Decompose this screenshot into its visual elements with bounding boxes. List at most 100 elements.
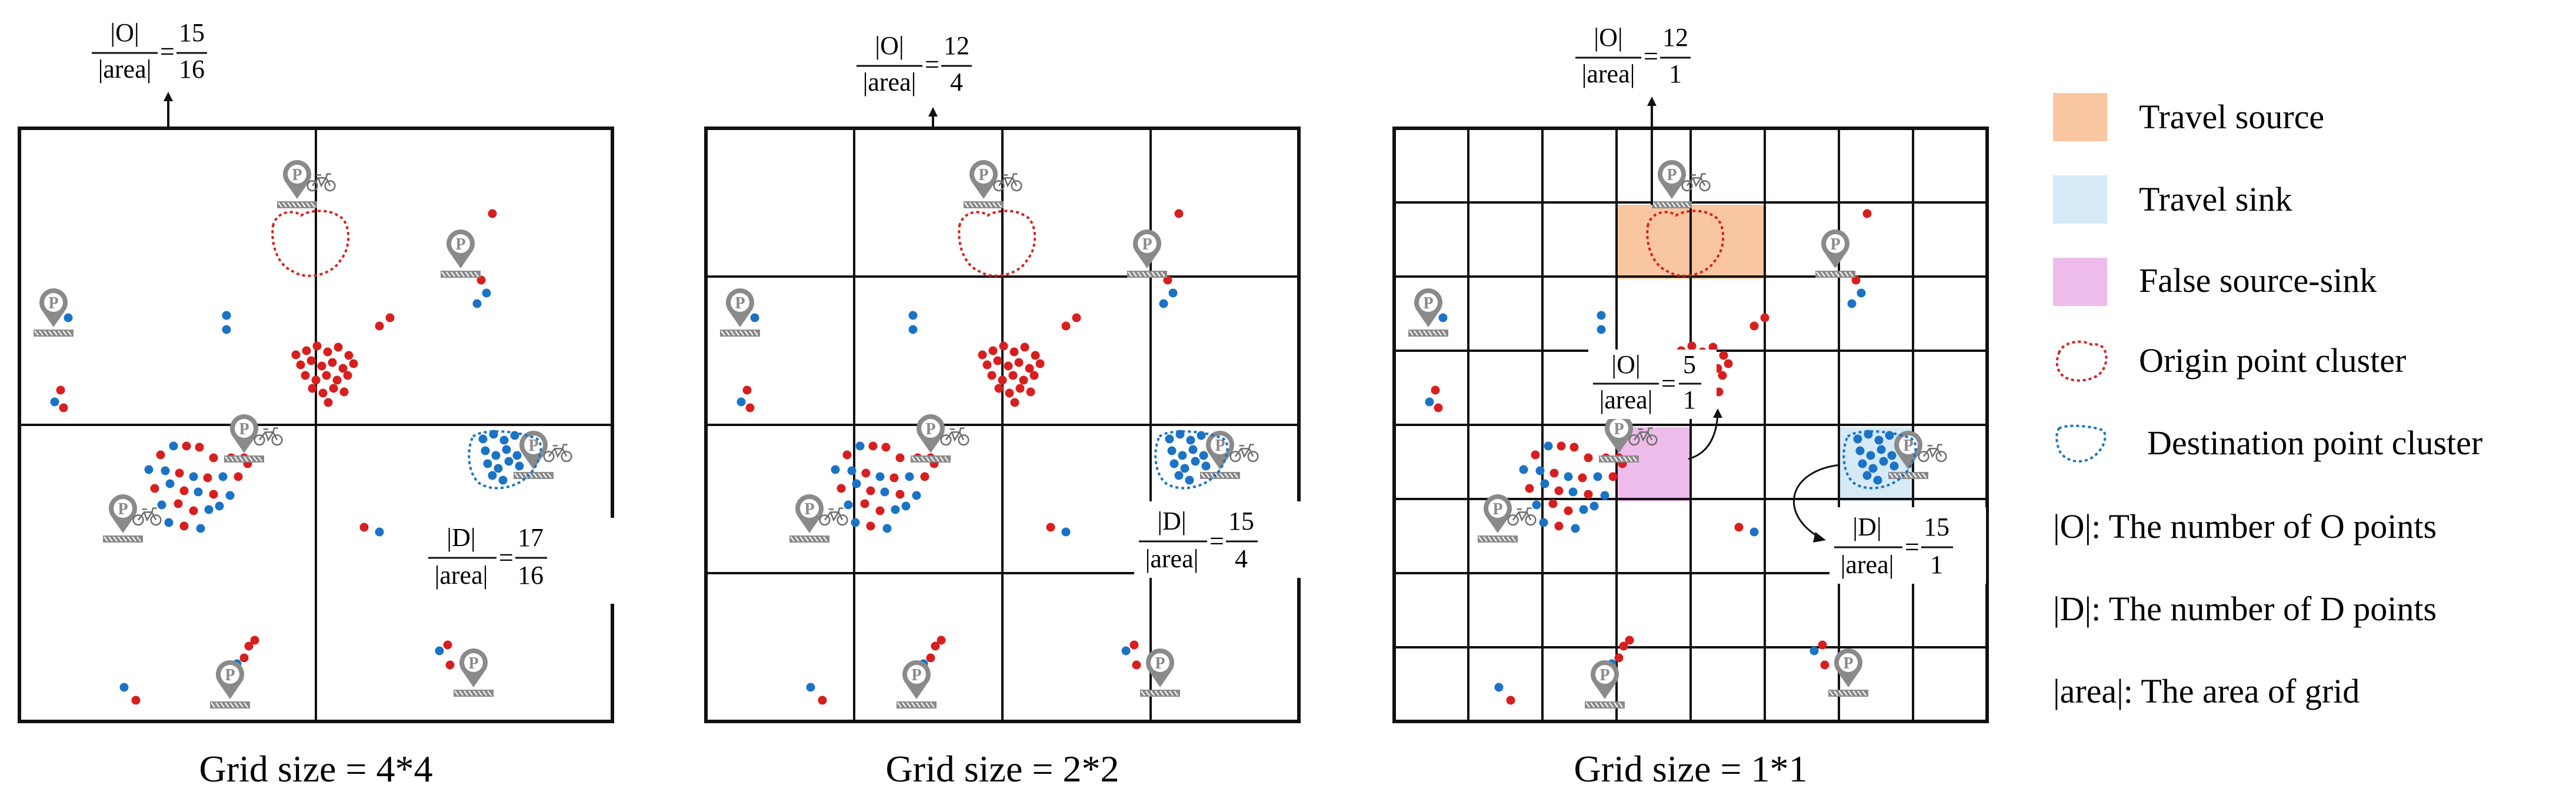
origin-point [322,371,331,380]
destination-point [1425,397,1434,407]
origin-point [56,385,65,395]
origin-point [1035,359,1045,368]
origin-point [1129,640,1139,650]
destination-cluster-icon [2055,424,2107,463]
origin-point [1734,523,1744,532]
destination-point [222,325,231,334]
svg-text:=: = [1644,42,1658,71]
svg-text:|area|: |area| [1145,544,1199,573]
destination-point [1169,459,1179,468]
parking-station-icon [102,494,144,543]
origin-point [1525,484,1534,493]
legend-label: Origin point cluster [2139,341,2406,380]
origin-point [1010,398,1019,407]
destination-point [119,683,129,692]
svg-text:=: = [925,50,939,79]
panel-grid-1x1: |O| |area| = 12 1 |O| |area| = 5 1 |D| |… [1392,23,1989,790]
legend-label: Travel source [2139,98,2324,136]
destination-point [831,465,840,474]
origin-point [1557,441,1566,451]
od-points [50,209,532,705]
origin-point [868,441,878,451]
origin-point [312,341,322,351]
origin-point [1564,506,1573,515]
destination-point [851,518,860,527]
destination-point [806,683,815,692]
origin-point [488,209,497,218]
destination-point [1494,683,1504,692]
svg-text:|area|: |area| [435,561,488,590]
origin-point [343,371,352,380]
origin-point [1015,384,1025,393]
destination-point [1121,646,1131,656]
origin-point [239,653,249,663]
destination-point [1877,445,1886,454]
origin-point [1004,361,1013,371]
destination-point [169,441,178,451]
origin-point [1046,523,1055,532]
destination-point-cluster [468,430,542,490]
origin-point [1862,209,1872,218]
destination-point [1544,441,1553,451]
destination-point [194,487,203,497]
destination-point [1857,288,1866,298]
origin-point [999,341,1008,351]
formula-top-2x2: |O| |area| = 12 4 [857,31,972,97]
svg-text:15: 15 [1924,513,1950,541]
bicycle-icon [254,427,283,446]
origin-point [1548,499,1558,508]
origin-point [1578,473,1587,483]
origin-point [209,490,218,499]
destination-point [1539,518,1548,527]
arrow-up-icon [164,92,173,101]
panel-frame [1392,127,1989,723]
destination-point [1887,451,1897,460]
connector-arrow [1688,414,1719,460]
origin-point [1687,341,1697,351]
destination-point-cluster [1842,430,1917,490]
origin-point-cluster [271,209,349,277]
destination-point [737,397,746,407]
origin-point [234,472,243,481]
arrow-up-icon [928,107,938,117]
origin-point [1061,321,1071,331]
origin-point [994,384,1004,393]
destination-point [161,466,170,475]
legend-label: Destination point cluster [2147,424,2482,462]
destination-point [1178,451,1187,460]
origin-point [837,484,846,493]
bicycle-icon [1229,444,1259,463]
parking-station-icon [719,288,761,337]
legend-swatch-travel-sink [2053,175,2107,224]
origin-point [375,321,384,331]
destination-point [1159,299,1168,308]
destination-point [1199,451,1208,460]
destination-point [1165,434,1174,444]
destination-point [1568,487,1578,497]
origin-point [895,453,905,463]
destination-point [901,501,911,511]
destination-point [498,475,508,485]
panel-grid-2x2: |O| |area| = 12 4 |D| |area| = 15 4 Grid… [704,31,1308,790]
bicycle-icon [993,173,1022,192]
origin-point [998,375,1007,385]
destination-point [512,451,522,460]
destination-point [1862,471,1872,480]
origin-point [175,468,184,478]
parking-station-icon [1815,229,1856,278]
svg-text:|O|: |O| [1611,350,1640,379]
destination-point [912,491,921,500]
origin-point [131,696,141,705]
svg-text:=: = [499,543,514,572]
origin-point [1019,375,1028,385]
destination-point-cluster [1154,430,1229,490]
parking-station-icon [1127,229,1168,278]
destination-point [1197,431,1206,440]
origin-point [1851,275,1861,285]
svg-text:|area|: |area| [1582,59,1635,88]
legend-note: |D|: The number of D points [2053,590,2437,628]
origin-point [306,356,316,365]
destination-point [375,527,384,537]
destination-point [905,472,914,481]
origin-point [189,506,198,515]
